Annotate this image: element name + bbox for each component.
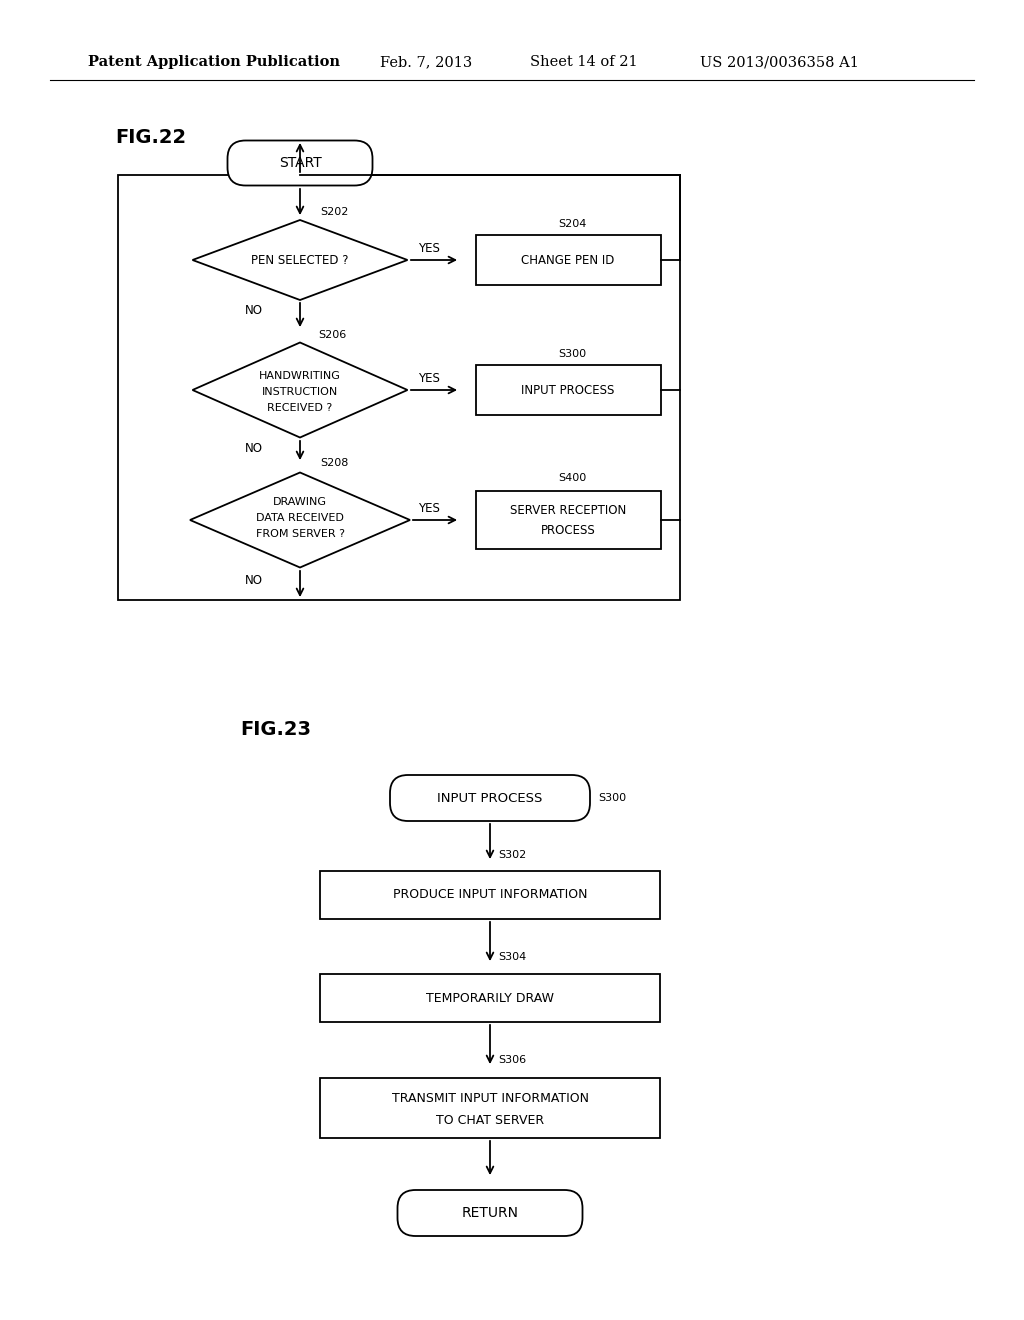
- Text: RETURN: RETURN: [462, 1206, 518, 1220]
- Text: S300: S300: [598, 793, 626, 803]
- Text: Feb. 7, 2013: Feb. 7, 2013: [380, 55, 472, 69]
- Bar: [319, 871, 660, 919]
- Text: S202: S202: [319, 207, 348, 216]
- Text: Sheet 14 of 21: Sheet 14 of 21: [530, 55, 638, 69]
- Text: S304: S304: [498, 952, 526, 962]
- Text: PRODUCE INPUT INFORMATION: PRODUCE INPUT INFORMATION: [393, 888, 587, 902]
- Bar: [319, 1078, 660, 1138]
- Text: TO CHAT SERVER: TO CHAT SERVER: [436, 1114, 544, 1126]
- Text: Patent Application Publication: Patent Application Publication: [88, 55, 340, 69]
- Text: START: START: [279, 156, 322, 170]
- Text: INSTRUCTION: INSTRUCTION: [262, 387, 338, 397]
- Text: FIG.23: FIG.23: [240, 719, 311, 739]
- Text: TRANSMIT INPUT INFORMATION: TRANSMIT INPUT INFORMATION: [391, 1092, 589, 1105]
- Text: RECEIVED ?: RECEIVED ?: [267, 403, 333, 413]
- Text: S400: S400: [558, 473, 587, 483]
- FancyBboxPatch shape: [227, 140, 373, 186]
- Bar: [319, 974, 660, 1022]
- Text: SERVER RECEPTION: SERVER RECEPTION: [510, 503, 626, 516]
- Polygon shape: [193, 342, 408, 437]
- Text: S206: S206: [318, 330, 346, 341]
- Text: TEMPORARILY DRAW: TEMPORARILY DRAW: [426, 991, 554, 1005]
- Text: S208: S208: [319, 458, 348, 469]
- Text: NO: NO: [245, 304, 263, 317]
- Text: NO: NO: [245, 573, 263, 586]
- Text: S204: S204: [558, 219, 587, 228]
- Text: PEN SELECTED ?: PEN SELECTED ?: [251, 253, 349, 267]
- Text: YES: YES: [418, 502, 440, 515]
- Text: CHANGE PEN ID: CHANGE PEN ID: [521, 253, 614, 267]
- Polygon shape: [190, 473, 410, 568]
- FancyBboxPatch shape: [390, 775, 590, 821]
- Bar: [475, 366, 660, 414]
- Text: HANDWRITING: HANDWRITING: [259, 371, 341, 381]
- Text: DATA RECEIVED: DATA RECEIVED: [256, 513, 344, 523]
- Text: INPUT PROCESS: INPUT PROCESS: [521, 384, 614, 396]
- Text: INPUT PROCESS: INPUT PROCESS: [437, 792, 543, 804]
- Polygon shape: [193, 220, 408, 300]
- Text: S302: S302: [498, 850, 526, 861]
- Bar: [118, 176, 680, 601]
- FancyBboxPatch shape: [397, 1191, 583, 1236]
- Text: NO: NO: [245, 441, 263, 454]
- Text: S300: S300: [558, 348, 586, 359]
- Bar: [475, 235, 660, 285]
- Text: US 2013/0036358 A1: US 2013/0036358 A1: [700, 55, 859, 69]
- Bar: [475, 491, 660, 549]
- Text: YES: YES: [418, 242, 440, 255]
- Text: DRAWING: DRAWING: [273, 498, 327, 507]
- Text: S306: S306: [498, 1055, 526, 1065]
- Text: PROCESS: PROCESS: [541, 524, 595, 536]
- Text: YES: YES: [418, 371, 440, 384]
- Text: FIG.22: FIG.22: [115, 128, 186, 147]
- Text: FROM SERVER ?: FROM SERVER ?: [256, 529, 344, 539]
